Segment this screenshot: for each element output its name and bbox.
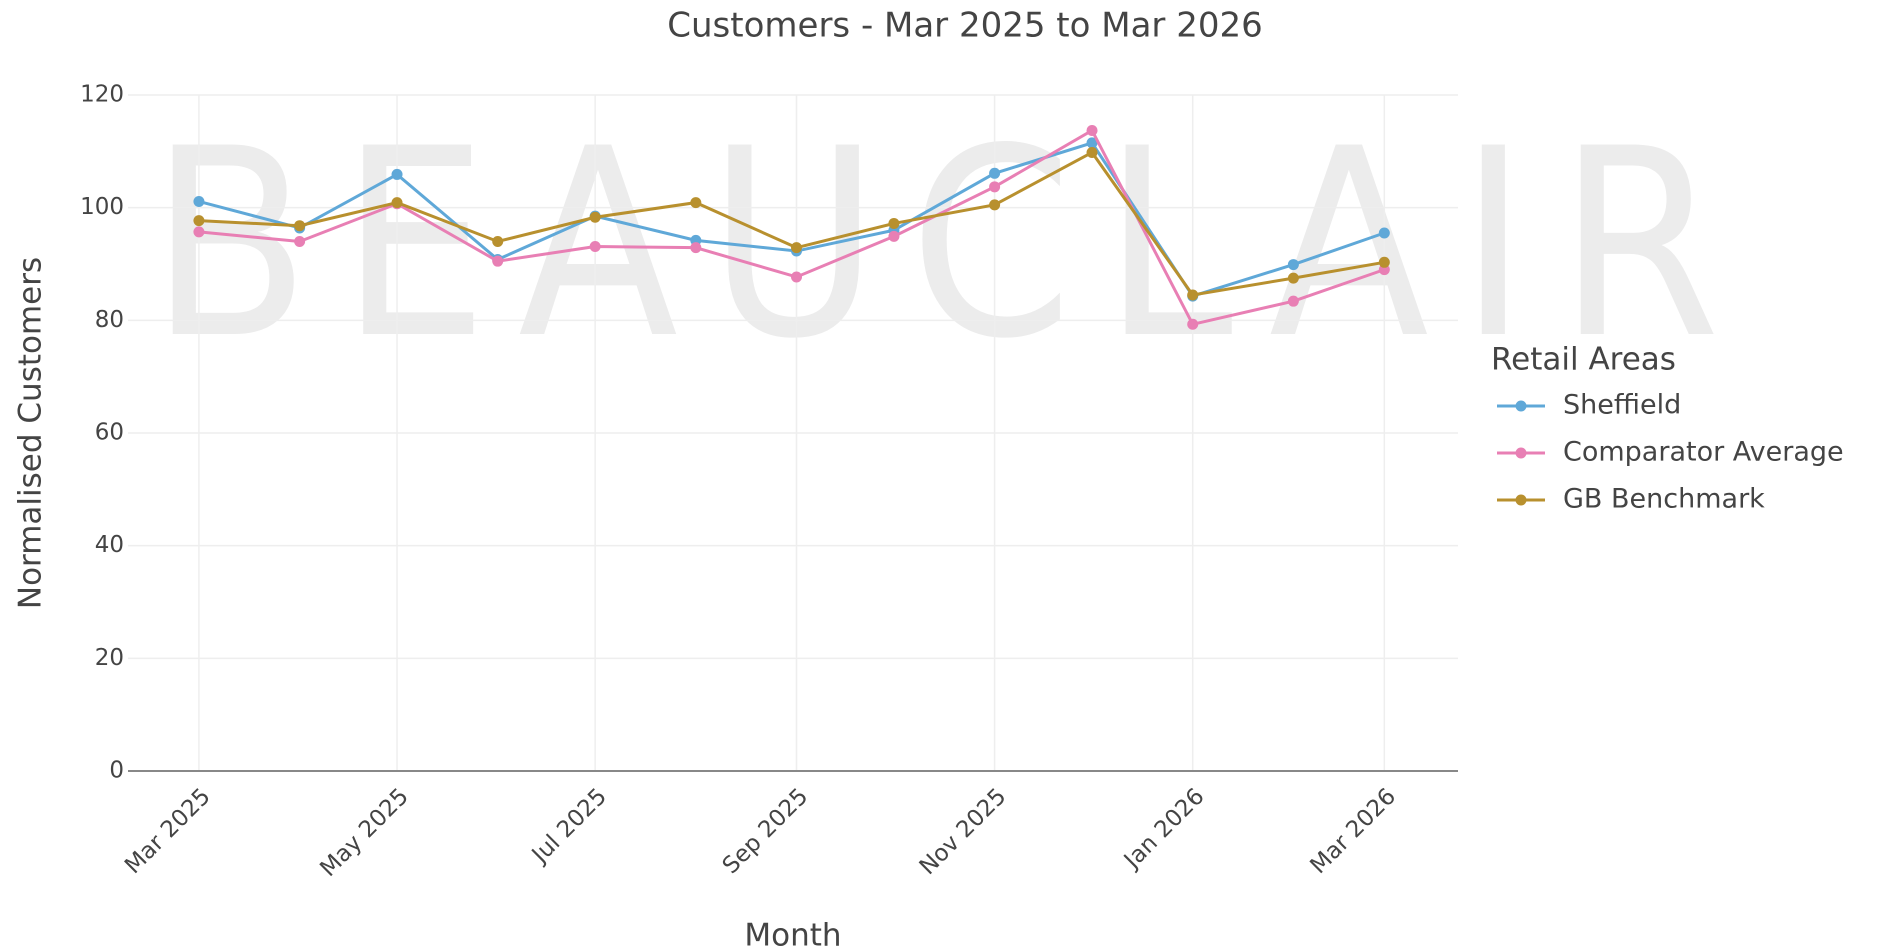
data-point	[193, 195, 205, 207]
y-tick-label: 0	[109, 758, 124, 784]
data-point	[1287, 259, 1299, 271]
data-point	[1378, 227, 1390, 239]
data-point	[989, 181, 1001, 193]
data-point	[294, 235, 306, 247]
x-tick-label: Jan 2026	[1118, 783, 1209, 874]
data-point	[989, 199, 1001, 211]
y-tick-label: 40	[95, 532, 124, 558]
y-tick-label: 100	[80, 194, 124, 220]
data-point	[1287, 272, 1299, 284]
data-point	[888, 230, 900, 242]
legend-label: GB Benchmark	[1563, 484, 1765, 515]
data-point	[193, 215, 205, 227]
data-point	[1086, 137, 1098, 149]
y-tick-label: 80	[95, 307, 124, 333]
y-tick-label: 60	[95, 420, 124, 446]
legend-label: Comparator Average	[1563, 437, 1844, 468]
x-tick-label: Nov 2025	[915, 783, 1012, 880]
data-point	[989, 167, 1001, 179]
data-point	[193, 226, 205, 238]
x-tick-label: Sep 2025	[718, 783, 814, 879]
data-point	[690, 197, 702, 209]
data-point	[888, 217, 900, 229]
legend-label: Sheffield	[1563, 390, 1681, 421]
data-point	[1378, 256, 1390, 268]
legend-marker	[1515, 494, 1527, 506]
data-point	[589, 241, 601, 253]
data-point	[294, 220, 306, 232]
data-point	[791, 271, 802, 283]
data-point	[791, 242, 802, 254]
watermark: BEAUCLAIR	[150, 94, 1750, 396]
x-tick-label: Mar 2026	[1306, 783, 1402, 879]
data-point	[589, 211, 601, 223]
y-axis-title: Normalised Customers	[13, 257, 49, 609]
data-point	[492, 235, 504, 247]
legend-title: Retail Areas	[1491, 342, 1676, 378]
x-tick-label: Mar 2025	[120, 783, 216, 879]
legend-marker	[1515, 447, 1527, 459]
x-axis-title: Month	[744, 918, 841, 952]
data-point	[1086, 146, 1098, 158]
data-point	[1187, 318, 1199, 330]
x-tick-label: May 2025	[315, 783, 414, 882]
data-point	[690, 242, 702, 254]
data-point	[492, 255, 504, 267]
data-point	[391, 168, 403, 180]
y-tick-label: 20	[95, 645, 124, 671]
legend-marker	[1515, 400, 1527, 412]
data-point	[1287, 295, 1299, 307]
data-point	[391, 197, 403, 209]
data-point	[1086, 124, 1098, 136]
data-point	[1187, 289, 1199, 301]
chart-title: Customers - Mar 2025 to Mar 2026	[667, 6, 1262, 46]
y-tick-label: 120	[80, 82, 124, 108]
x-tick-label: Jul 2025	[526, 783, 612, 869]
